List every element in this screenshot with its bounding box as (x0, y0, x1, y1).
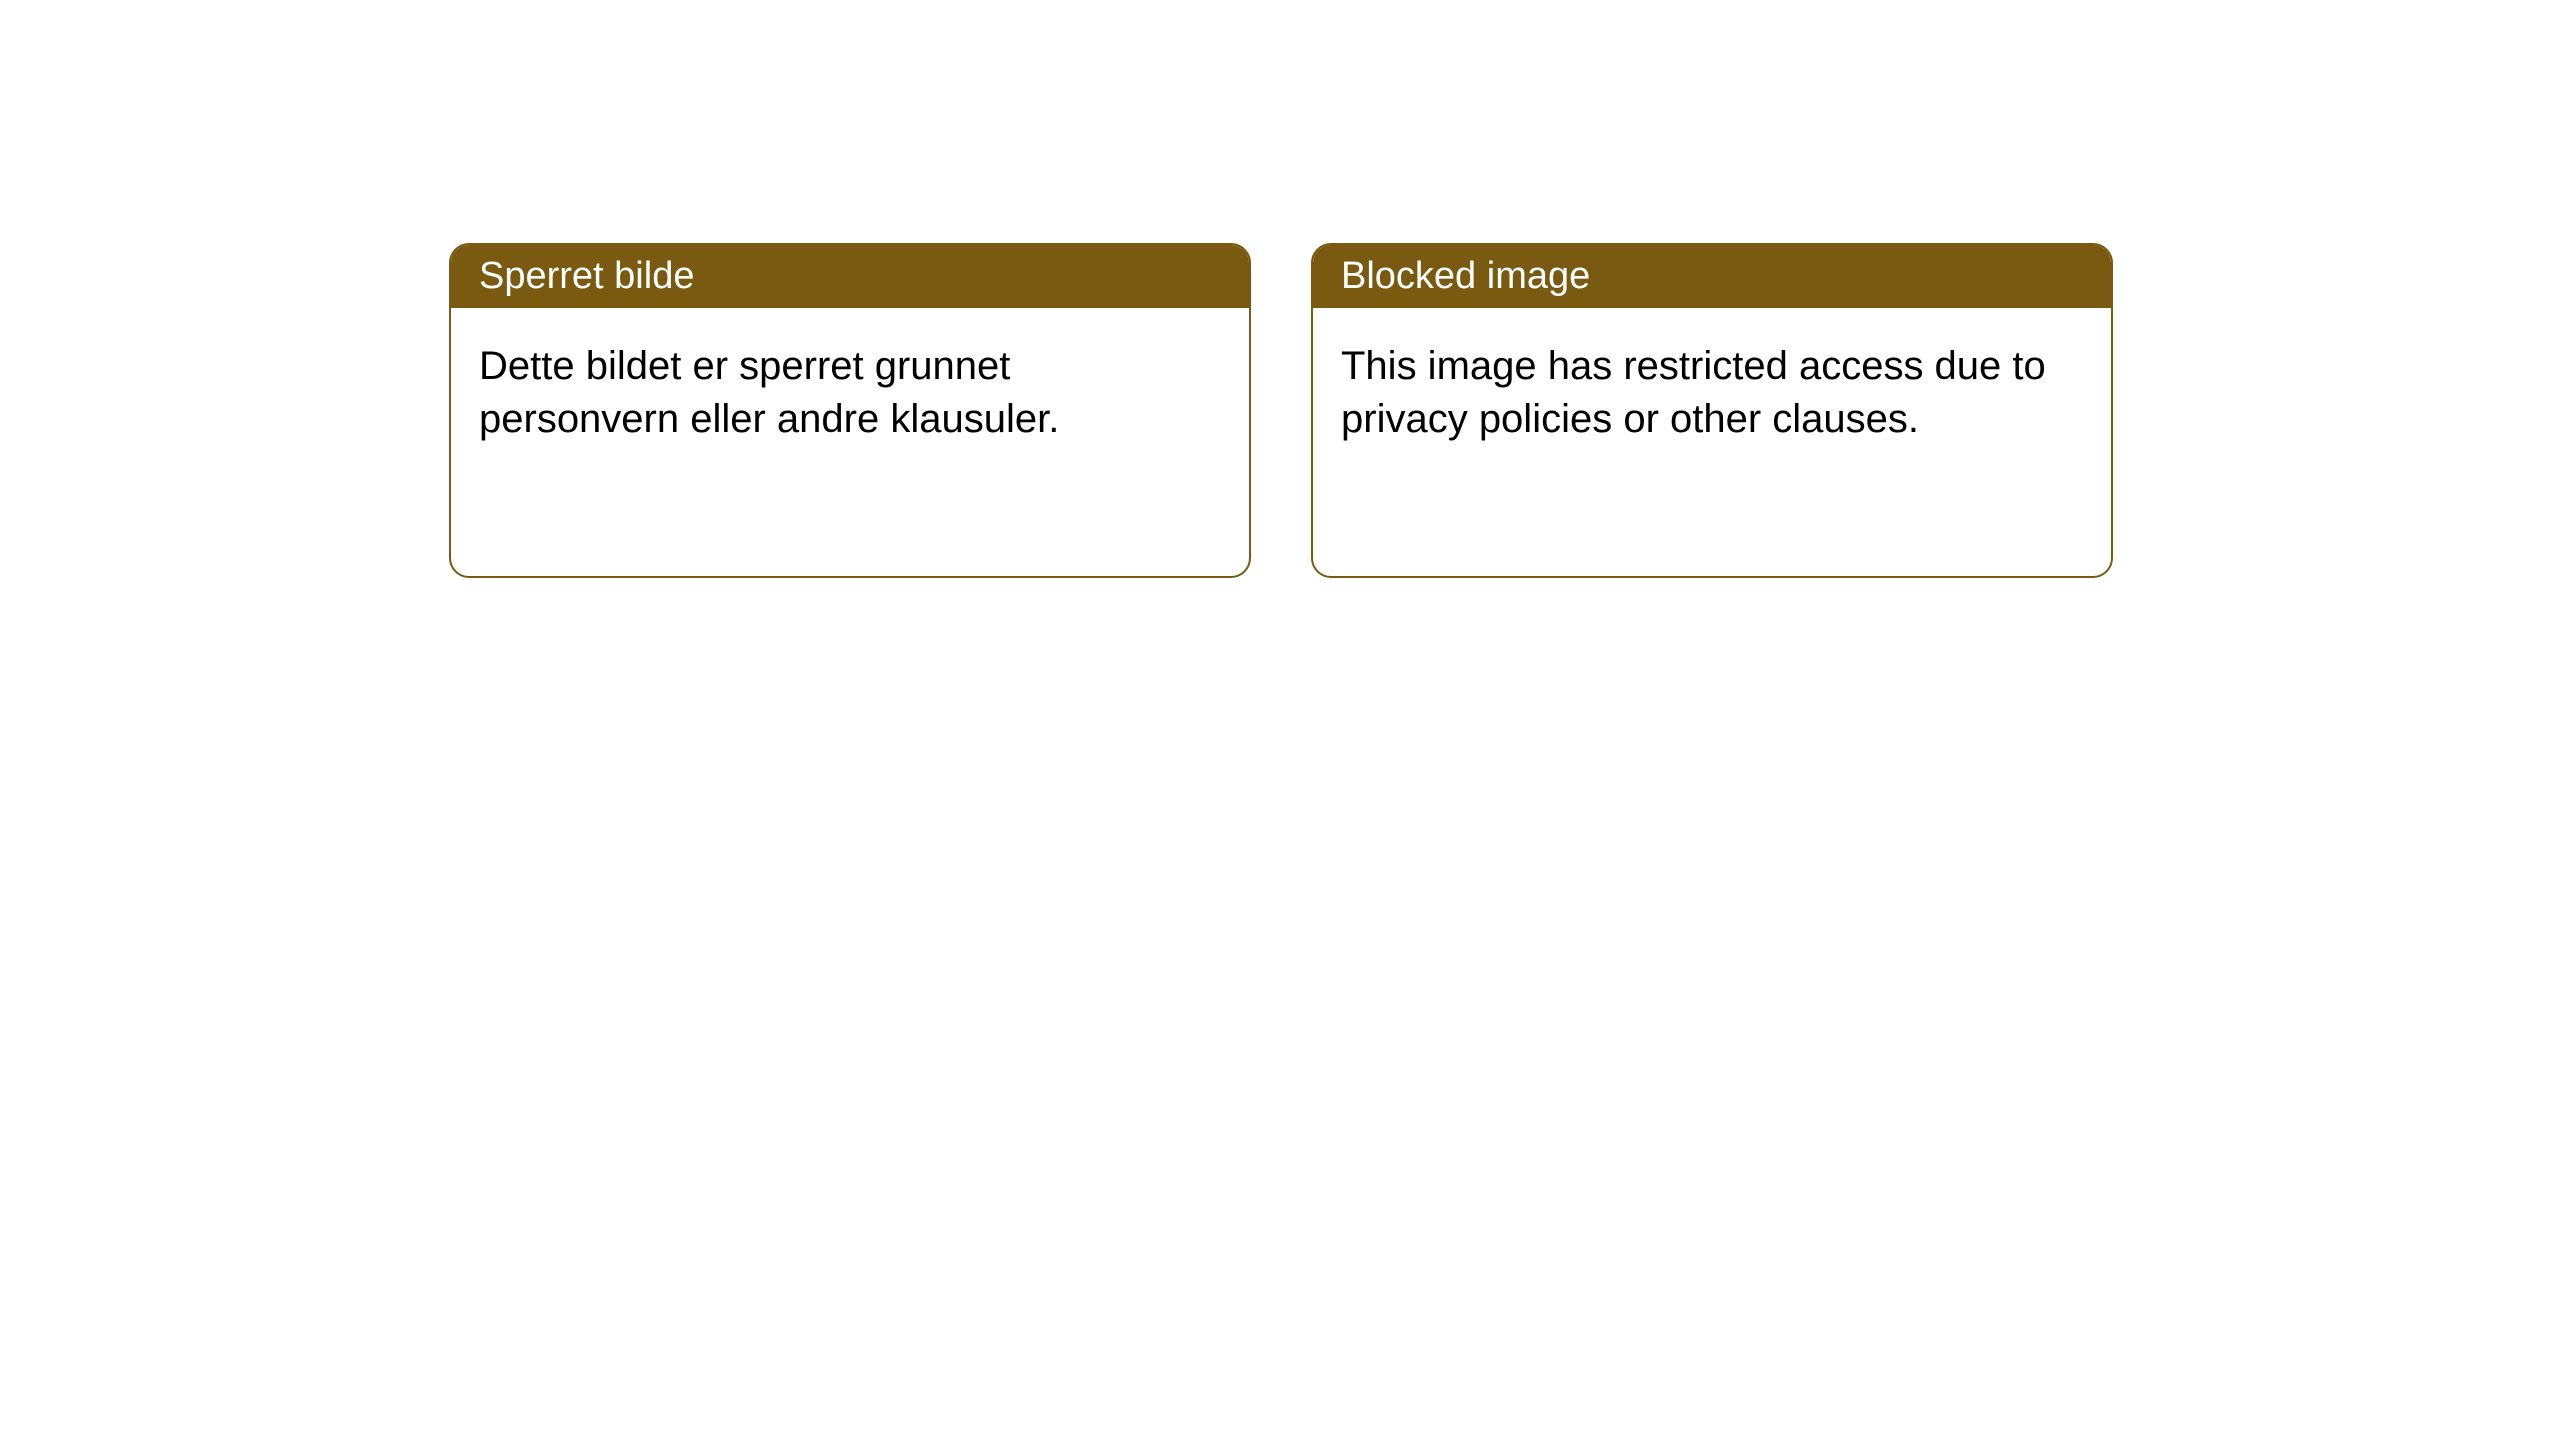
notice-card-title: Blocked image (1313, 245, 2111, 308)
notice-card-english: Blocked image This image has restricted … (1311, 243, 2113, 578)
notice-card-body: Dette bildet er sperret grunnet personve… (451, 308, 1249, 478)
notice-card-norwegian: Sperret bilde Dette bildet er sperret gr… (449, 243, 1251, 578)
notice-card-title: Sperret bilde (451, 245, 1249, 308)
notice-card-body: This image has restricted access due to … (1313, 308, 2111, 478)
notice-container: Sperret bilde Dette bildet er sperret gr… (449, 243, 2113, 578)
